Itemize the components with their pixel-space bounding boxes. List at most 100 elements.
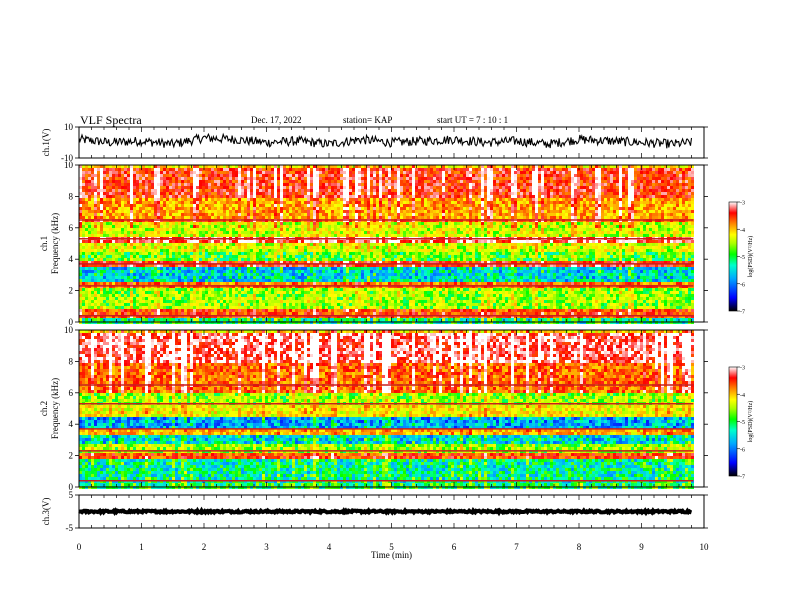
spectrogram-cell bbox=[250, 267, 253, 270]
spectrogram-cell bbox=[157, 261, 160, 264]
spectrogram-cell bbox=[280, 177, 283, 180]
spectrogram-cell bbox=[199, 204, 202, 207]
spectrogram-cell bbox=[133, 258, 136, 261]
spectrogram-cell bbox=[91, 297, 94, 300]
spectrogram-cell bbox=[85, 300, 88, 303]
spectrogram-cell bbox=[343, 213, 346, 216]
spectrogram-cell bbox=[163, 180, 166, 183]
spectrogram-cell bbox=[211, 222, 214, 225]
spectrogram-cell bbox=[94, 258, 97, 261]
spectrogram-cell bbox=[298, 225, 301, 228]
spectrogram-cell bbox=[133, 288, 136, 291]
spectrogram-cell bbox=[172, 213, 175, 216]
spectrogram-cell bbox=[265, 204, 268, 207]
spectrogram-cell bbox=[286, 168, 289, 171]
spectrogram-cell bbox=[346, 306, 349, 309]
spectrogram-cell bbox=[256, 261, 259, 264]
spectrogram-cell bbox=[190, 249, 193, 252]
spectrogram-cell bbox=[325, 291, 328, 294]
spectrogram-cell bbox=[226, 294, 229, 297]
spectrogram-cell bbox=[346, 294, 349, 297]
spectrogram-cell bbox=[250, 228, 253, 231]
spectrogram-cell bbox=[355, 192, 358, 195]
spectrogram-cell bbox=[238, 297, 241, 300]
spectrogram-cell bbox=[307, 189, 310, 192]
spectrogram-cell bbox=[103, 312, 106, 315]
spectrogram-cell bbox=[151, 258, 154, 261]
spectrogram-cell bbox=[292, 249, 295, 252]
spectrogram-cell bbox=[124, 291, 127, 294]
spectrogram-cell bbox=[223, 303, 226, 306]
spectrogram-cell bbox=[226, 225, 229, 228]
spectrogram-cell bbox=[316, 231, 319, 234]
spectrogram-cell bbox=[247, 270, 250, 273]
spectrogram-cell bbox=[328, 228, 331, 231]
spectrogram-cell bbox=[178, 255, 181, 258]
spectrogram-cell bbox=[250, 270, 253, 273]
spectrogram-cell bbox=[232, 198, 235, 201]
spectrogram-cell bbox=[193, 288, 196, 291]
spectrogram-cell bbox=[160, 261, 163, 264]
spectrogram-cell bbox=[256, 246, 259, 249]
spectrogram-cell bbox=[343, 270, 346, 273]
spectrogram-cell bbox=[265, 174, 268, 177]
spectrogram-cell bbox=[187, 255, 190, 258]
spectrogram-cell bbox=[88, 270, 91, 273]
spectrogram-cell bbox=[232, 168, 235, 171]
spectrogram-cell bbox=[343, 252, 346, 255]
spectrogram-cell bbox=[358, 216, 361, 219]
spectrogram-cell bbox=[85, 261, 88, 264]
spectrogram-cell bbox=[112, 255, 115, 258]
spectrogram-cell bbox=[280, 204, 283, 207]
spectrogram-cell bbox=[208, 189, 211, 192]
spectrogram-cell bbox=[223, 210, 226, 213]
spectrogram-cell bbox=[328, 294, 331, 297]
spectrogram-cell bbox=[355, 222, 358, 225]
spectrogram-cell bbox=[259, 282, 262, 285]
spectrogram-cell bbox=[184, 276, 187, 279]
spectrogram-cell bbox=[250, 189, 253, 192]
spectrogram-cell bbox=[97, 240, 100, 243]
spectrogram-cell bbox=[202, 264, 205, 267]
spectrogram-cell bbox=[232, 243, 235, 246]
spectrogram-cell bbox=[301, 243, 304, 246]
spectrogram-cell bbox=[199, 264, 202, 267]
spectrogram-cell bbox=[85, 315, 88, 318]
spectrogram-cell bbox=[166, 207, 169, 210]
spectrogram-cell bbox=[94, 267, 97, 270]
spectrogram-cell bbox=[163, 216, 166, 219]
spectrogram-cell bbox=[319, 168, 322, 171]
spectrogram-cell bbox=[304, 309, 307, 312]
spectrogram-cell bbox=[175, 201, 178, 204]
spectrogram-cell bbox=[118, 183, 121, 186]
spectrogram-cell bbox=[220, 171, 223, 174]
spectrogram-cell bbox=[142, 279, 145, 282]
spectrogram-cell bbox=[331, 234, 334, 237]
spectrogram-cell bbox=[319, 171, 322, 174]
spectrogram-cell bbox=[244, 228, 247, 231]
spectrogram-cell bbox=[202, 186, 205, 189]
spectrogram-cell bbox=[286, 180, 289, 183]
spectrogram-cell bbox=[82, 297, 85, 300]
spectrogram-cell bbox=[244, 225, 247, 228]
spectrogram-cell bbox=[202, 270, 205, 273]
spectrogram-cell bbox=[157, 249, 160, 252]
spectrogram-cell bbox=[130, 168, 133, 171]
spectrogram-cell bbox=[262, 177, 265, 180]
spectrogram-cell bbox=[190, 243, 193, 246]
spectrogram-cell bbox=[100, 273, 103, 276]
spectrogram-cell bbox=[100, 228, 103, 231]
spectrogram-cell bbox=[307, 282, 310, 285]
spectrogram-cell bbox=[289, 291, 292, 294]
spectrogram-cell bbox=[313, 225, 316, 228]
spectrogram-cell bbox=[187, 210, 190, 213]
spectrogram-cell bbox=[301, 201, 304, 204]
spectrogram-cell bbox=[103, 276, 106, 279]
spectrogram-cell bbox=[103, 243, 106, 246]
spectrogram-cell bbox=[205, 318, 208, 321]
spectrogram-cell bbox=[88, 192, 91, 195]
spectrogram-cell bbox=[208, 186, 211, 189]
spectrogram-cell bbox=[268, 201, 271, 204]
spectrogram-cell bbox=[166, 186, 169, 189]
spectrogram-cell bbox=[253, 207, 256, 210]
